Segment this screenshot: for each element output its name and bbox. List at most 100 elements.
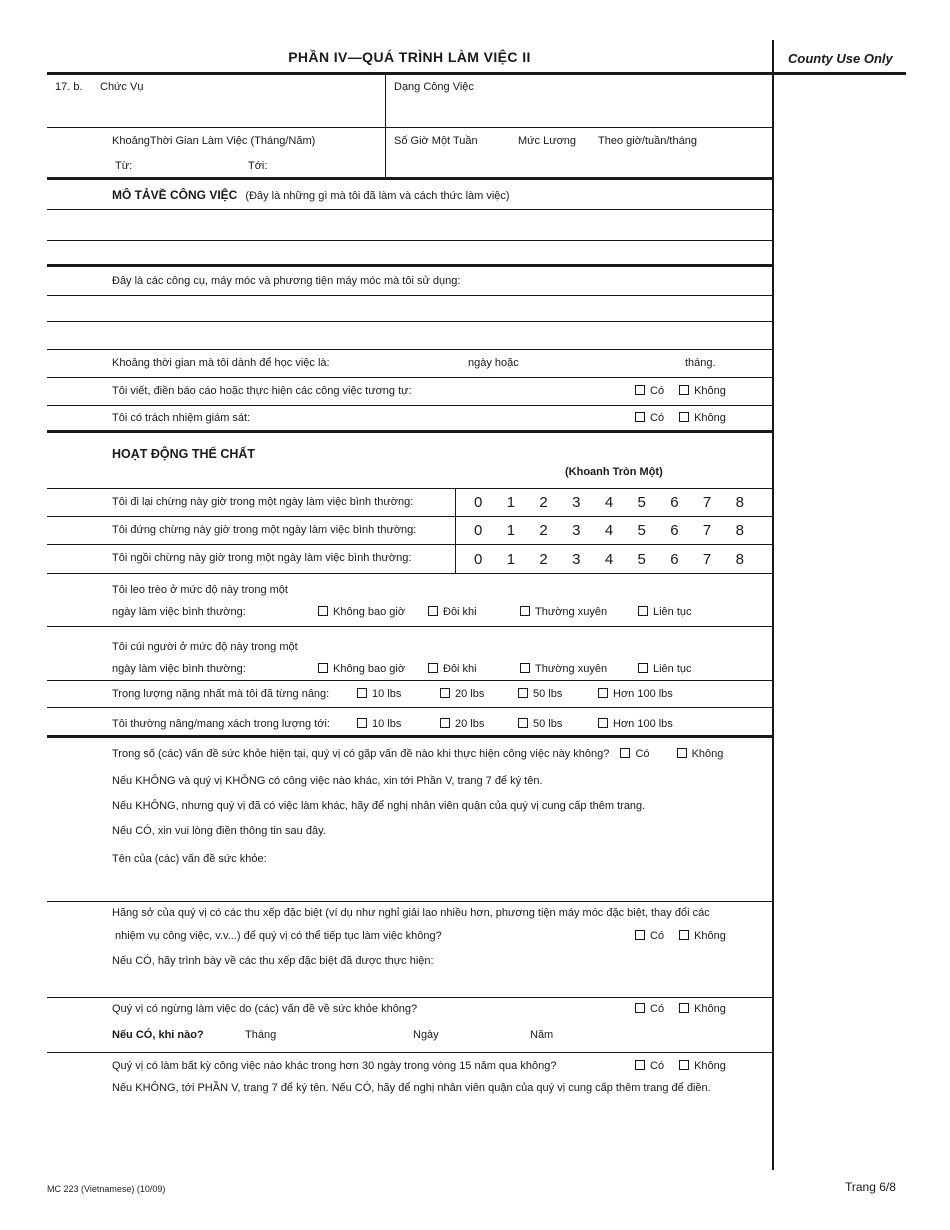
cell-hours-wage[interactable]: Số Giờ Một Tuần Mức Lương Theo giờ/tuần/…: [386, 128, 772, 177]
checkbox-icon[interactable]: [428, 606, 438, 616]
scale-number[interactable]: 7: [702, 550, 712, 568]
hours-label: Số Giờ Một Tuần: [394, 135, 478, 147]
checkbox-sometimes[interactable]: Đôi khi: [428, 606, 477, 618]
scale-number[interactable]: 1: [506, 522, 516, 539]
checkbox-often[interactable]: Thường xuyên: [520, 606, 607, 618]
scale-number[interactable]: 2: [539, 550, 548, 568]
scale-number[interactable]: 3: [572, 522, 581, 539]
checkbox-icon[interactable]: [679, 385, 690, 395]
checkbox-icon[interactable]: [318, 606, 328, 616]
scale-number[interactable]: 1: [506, 494, 516, 511]
checkbox-constantly[interactable]: Liên tục: [638, 663, 692, 675]
scale-number[interactable]: 6: [670, 494, 679, 511]
checkbox-20lbs[interactable]: 20 lbs: [440, 688, 484, 700]
checkbox-50lbs[interactable]: 50 lbs: [518, 688, 562, 700]
scale-number[interactable]: 6: [670, 550, 679, 568]
scale-number[interactable]: 1: [506, 550, 516, 568]
checkbox-yes[interactable]: Có: [635, 1060, 664, 1072]
checkbox-icon[interactable]: [635, 412, 645, 422]
option-label: 10 lbs: [372, 718, 402, 730]
checkbox-icon[interactable]: [679, 1003, 690, 1013]
scale-number[interactable]: 7: [702, 494, 712, 511]
checkbox-icon[interactable]: [598, 688, 608, 698]
checkbox-yes[interactable]: Có: [635, 385, 664, 397]
checkbox-10lbs[interactable]: 10 lbs: [357, 688, 401, 700]
checkbox-no[interactable]: Không: [679, 385, 726, 397]
blank-write-line[interactable]: [47, 210, 772, 241]
scale-number[interactable]: 8: [735, 522, 744, 539]
blank-write-line[interactable]: [47, 241, 772, 267]
checkbox-icon[interactable]: [635, 930, 645, 940]
checkbox-100lbs[interactable]: Hơn 100 lbs: [598, 718, 673, 730]
scale-number[interactable]: 0: [474, 522, 483, 539]
checkbox-icon[interactable]: [635, 385, 645, 395]
training-days-label: ngày hoặc: [468, 357, 519, 369]
checkbox-icon[interactable]: [357, 688, 367, 698]
scale-number[interactable]: 6: [670, 522, 679, 539]
checkbox-yes[interactable]: Có: [635, 930, 664, 942]
scale-number[interactable]: 4: [604, 550, 614, 568]
checkbox-icon[interactable]: [679, 1060, 690, 1070]
checkbox-100lbs[interactable]: Hơn 100 lbs: [598, 688, 673, 700]
row-jobdesc-heading: MÔ TẢVỀ CÔNG VIỆC (Đây là những gì mà tô…: [47, 180, 772, 210]
blank-write-line[interactable]: [47, 296, 772, 322]
scale-number[interactable]: 0: [474, 494, 483, 511]
cell-position[interactable]: 17. b. Chức Vụ: [47, 75, 386, 127]
scale-number[interactable]: 3: [572, 550, 581, 568]
checkbox-never[interactable]: Không bao giờ: [318, 663, 405, 675]
checkbox-icon[interactable]: [520, 606, 530, 616]
checkbox-20lbs[interactable]: 20 lbs: [440, 718, 484, 730]
scale-number[interactable]: 8: [735, 550, 744, 568]
checkbox-no[interactable]: Không: [679, 1060, 726, 1072]
checkbox-icon[interactable]: [440, 718, 450, 728]
row-tools-label: Đây là các công cụ, máy móc và phương ti…: [47, 267, 772, 296]
scale-number[interactable]: 5: [637, 550, 646, 568]
checkbox-icon[interactable]: [679, 930, 690, 940]
checkbox-icon[interactable]: [679, 412, 690, 422]
checkbox-icon[interactable]: [638, 606, 648, 616]
cell-job-type[interactable]: Dạng Công Việc: [386, 75, 772, 127]
scale-number[interactable]: 5: [637, 522, 646, 539]
checkbox-no[interactable]: Không: [679, 1003, 726, 1015]
checkbox-icon[interactable]: [357, 718, 367, 728]
scale-number[interactable]: 5: [637, 494, 646, 511]
checkbox-icon[interactable]: [518, 688, 528, 698]
checkbox-icon[interactable]: [518, 718, 528, 728]
scale-number[interactable]: 4: [604, 522, 614, 539]
health-name-label: Tên của (các) vấn đề sức khỏe:: [112, 853, 267, 865]
cell-dates[interactable]: KhoảngThời Gian Làm Việc (Tháng/Năm) Từ:…: [47, 128, 386, 177]
checkbox-icon[interactable]: [520, 663, 530, 673]
checkbox-no[interactable]: Không: [676, 748, 723, 760]
scale-number[interactable]: 3: [572, 494, 581, 511]
scale-number[interactable]: 2: [539, 494, 548, 511]
scale-number[interactable]: 0: [474, 550, 483, 568]
checkbox-no[interactable]: Không: [679, 930, 726, 942]
checkbox-sometimes[interactable]: Đôi khi: [428, 663, 477, 675]
scale-number[interactable]: 7: [702, 522, 712, 539]
checkbox-icon[interactable]: [676, 748, 687, 758]
checkbox-yes[interactable]: Có: [620, 748, 650, 760]
blank-write-line[interactable]: [47, 322, 772, 350]
scale-number[interactable]: 2: [539, 522, 548, 539]
checkbox-yes[interactable]: Có: [635, 412, 664, 424]
checkbox-icon[interactable]: [635, 1003, 645, 1013]
checkbox-yes[interactable]: Có: [635, 1003, 664, 1015]
checkbox-icon[interactable]: [428, 663, 438, 673]
checkbox-icon[interactable]: [620, 748, 631, 758]
checkbox-icon[interactable]: [318, 663, 328, 673]
scale-number[interactable]: 8: [735, 494, 744, 511]
checkbox-icon[interactable]: [598, 718, 608, 728]
checkbox-10lbs[interactable]: 10 lbs: [357, 718, 401, 730]
checkbox-no[interactable]: Không: [679, 412, 726, 424]
checkbox-icon[interactable]: [635, 1060, 645, 1070]
training-label: Khoảng thời gian mà tôi dành để học việc…: [112, 357, 330, 369]
checkbox-often[interactable]: Thường xuyên: [520, 663, 607, 675]
scale-number[interactable]: 4: [604, 494, 614, 511]
scale-row-label: Tôi đi lại chừng này giờ trong một ngày …: [112, 496, 414, 508]
option-label: Có: [650, 385, 665, 397]
checkbox-constantly[interactable]: Liên tục: [638, 606, 692, 618]
checkbox-never[interactable]: Không bao giờ: [318, 606, 405, 618]
checkbox-icon[interactable]: [638, 663, 648, 673]
checkbox-icon[interactable]: [440, 688, 450, 698]
checkbox-50lbs[interactable]: 50 lbs: [518, 718, 562, 730]
